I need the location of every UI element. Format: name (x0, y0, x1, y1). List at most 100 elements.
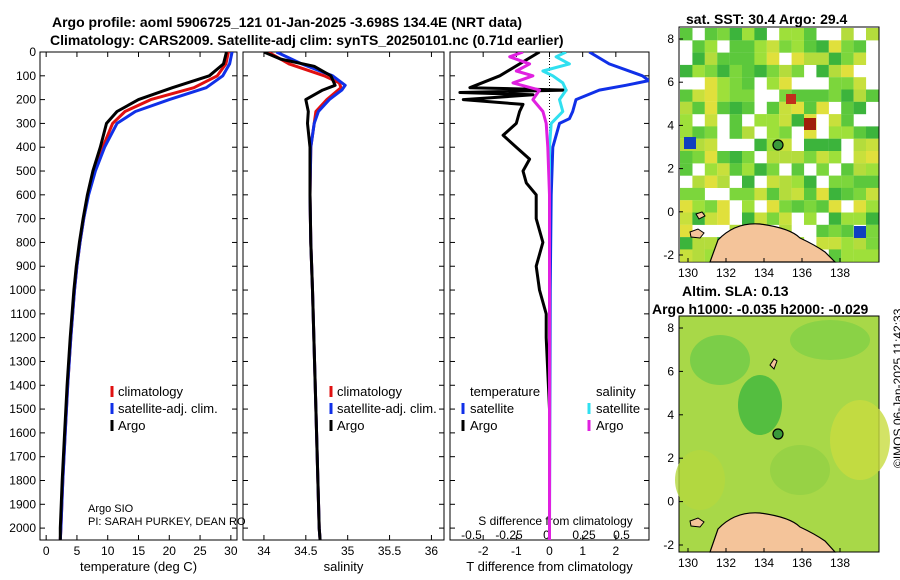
sst-cell (704, 40, 718, 53)
sst-cell (841, 28, 854, 41)
sst-cell-cold (684, 137, 696, 149)
y-tick-label: 800 (16, 235, 36, 249)
sst-cell (841, 249, 854, 262)
sst-cell (742, 200, 755, 213)
sst-cell (766, 200, 780, 213)
sst-cell (841, 237, 854, 250)
land-new-guinea (709, 223, 837, 263)
sst-cell (816, 224, 829, 238)
x-tick-label: 5 (74, 544, 81, 558)
sst-cell (866, 151, 879, 164)
sst-cell (866, 138, 879, 152)
sst-cell (804, 89, 817, 102)
y-tick-label: 300 (16, 116, 36, 130)
sst-cell (704, 163, 718, 176)
map-y-tick-label: 6 (667, 75, 674, 89)
sla-map-title-line2: Argo h1000: -0.035 h2000: -0.029 (652, 301, 869, 317)
difference-legend: temperature salinity satellite Argo sate… (461, 384, 640, 433)
sst-cell (704, 151, 718, 164)
sst-cell (866, 200, 879, 213)
sst-cell-hot (804, 118, 816, 130)
salinity-legend: climatology satellite-adj. clim. Argo (329, 384, 437, 433)
map-x-tick-label: 130 (678, 266, 698, 280)
sst-cell (692, 101, 705, 115)
x-tick-label: 34 (257, 544, 271, 558)
sst-cell (742, 187, 755, 201)
sst-cell (866, 212, 879, 225)
map-y-tick-label: -2 (663, 248, 674, 262)
sst-cell (704, 126, 718, 139)
series-line-argo (263, 52, 337, 540)
land-new-guinea (709, 512, 837, 553)
sst-cell (841, 89, 854, 102)
sst-cell (816, 237, 829, 250)
sst-cell (866, 224, 879, 238)
map-x-tick-label: 136 (792, 556, 812, 570)
map-x-tick-label: 132 (716, 266, 736, 280)
sst-cell (680, 163, 693, 176)
temperature-legend: climatology satellite-adj. clim. Argo (110, 384, 218, 433)
y-tick-label: 600 (16, 188, 36, 202)
sst-cell (742, 175, 755, 188)
x-tick-label: -1 (511, 544, 522, 558)
sst-map (678, 26, 880, 263)
sst-cell (804, 138, 817, 152)
credit-pi: PI: SARAH PURKEY, DEAN RO (88, 516, 246, 528)
sla-blob (738, 375, 782, 435)
sst-cell (729, 77, 743, 90)
top-x-axis-label: S difference from climatology (478, 514, 633, 528)
sst-cell (841, 187, 854, 201)
sst-map-title: sat. SST: 30.4 Argo: 29.4 (686, 11, 848, 27)
sst-cell (717, 200, 730, 213)
sst-cell (742, 40, 755, 53)
sst-cell (853, 212, 867, 225)
sst-cell (742, 212, 755, 225)
sst-cell (704, 212, 718, 225)
sst-cell (754, 52, 767, 65)
sst-cell (828, 77, 842, 90)
sst-cell (779, 151, 792, 164)
map-x-tick-label: 138 (830, 556, 850, 570)
sst-cell (804, 40, 817, 53)
sst-cell (779, 212, 792, 225)
sst-cell (791, 52, 805, 65)
sst-cell (853, 126, 867, 139)
sst-cell (853, 187, 867, 201)
sst-cell (828, 237, 842, 250)
sst-cell (828, 212, 842, 225)
sst-cell (841, 52, 854, 65)
map-y-tick-label: 6 (667, 364, 674, 378)
sst-cell (742, 101, 755, 115)
y-tick-label: 1800 (9, 473, 36, 487)
sst-cell (729, 101, 743, 115)
sst-cell (754, 114, 767, 127)
legend-label-argo: Argo (118, 418, 145, 433)
watermark: ©IMOS 06-Jan-2025 11:42:33 (891, 308, 900, 468)
sst-cell (853, 175, 867, 188)
sst-cell (704, 101, 718, 115)
sst-cell (804, 28, 817, 41)
sst-cell (841, 175, 854, 188)
sst-cell (828, 151, 842, 164)
sst-cell (742, 163, 755, 176)
sla-map-title-line1: Altim. SLA: 0.13 (682, 283, 789, 299)
series-group (263, 52, 347, 540)
sst-cell (680, 101, 693, 115)
top-x-tick-label: 0.25 (572, 528, 596, 542)
sst-cell (754, 28, 767, 41)
sst-cell (742, 151, 755, 164)
map-y-tick-label: 2 (667, 162, 674, 176)
legend-label-s-satellite: satellite (596, 401, 640, 416)
legend-label-argo: Argo (337, 418, 364, 433)
sst-cell (841, 224, 854, 238)
sst-cell (853, 237, 867, 250)
sst-cell (692, 52, 705, 65)
sst-cell (692, 89, 705, 102)
y-tick-label: 1300 (9, 354, 36, 368)
sst-cell (680, 249, 693, 262)
sst-cell (766, 175, 780, 188)
sst-cell (816, 187, 829, 201)
map-x-tick-label: 132 (716, 556, 736, 570)
sst-cell (717, 175, 730, 188)
